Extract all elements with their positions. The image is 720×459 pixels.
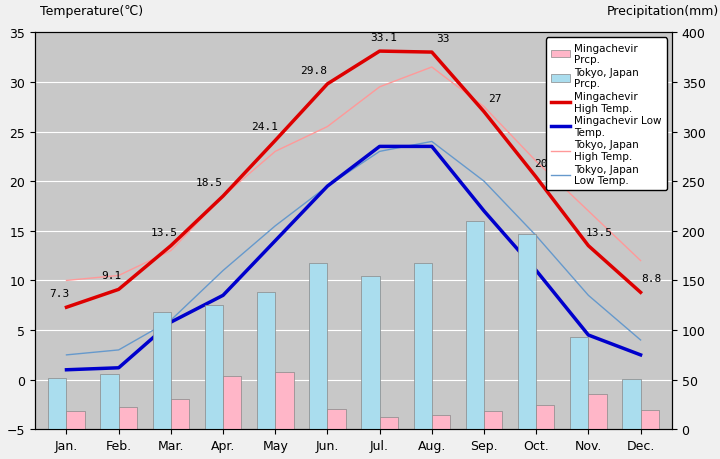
Bar — [171, 399, 189, 430]
Bar — [518, 234, 536, 430]
Bar — [536, 405, 554, 430]
Bar — [466, 221, 484, 430]
Text: 27: 27 — [488, 93, 502, 103]
Bar — [100, 374, 119, 430]
Bar — [153, 313, 171, 430]
Bar — [48, 378, 66, 430]
Text: 13.5: 13.5 — [150, 227, 177, 237]
Text: Precipitation(mm): Precipitation(mm) — [607, 6, 719, 18]
Text: 18.5: 18.5 — [196, 178, 222, 188]
Bar — [275, 372, 294, 430]
Bar — [204, 306, 223, 430]
Bar — [588, 394, 607, 430]
Bar — [119, 408, 137, 430]
Bar — [484, 412, 503, 430]
Bar — [328, 409, 346, 430]
Bar — [570, 337, 588, 430]
Text: 9.1: 9.1 — [102, 271, 122, 280]
Text: 33.1: 33.1 — [370, 33, 397, 43]
Bar — [66, 412, 85, 430]
Text: 8.8: 8.8 — [642, 274, 662, 284]
Bar — [361, 277, 379, 430]
Text: 33: 33 — [436, 34, 450, 44]
Text: 20.4: 20.4 — [534, 159, 561, 169]
Bar — [641, 411, 659, 430]
Bar — [432, 415, 450, 430]
Bar — [223, 376, 241, 430]
Bar — [379, 418, 398, 430]
Text: 29.8: 29.8 — [300, 66, 327, 76]
Text: 24.1: 24.1 — [251, 122, 278, 132]
Text: 13.5: 13.5 — [586, 227, 613, 237]
Bar — [622, 379, 641, 430]
Bar — [309, 263, 328, 430]
Bar — [257, 293, 275, 430]
Text: 7.3: 7.3 — [50, 289, 70, 298]
Text: Temperature(℃): Temperature(℃) — [40, 6, 143, 18]
Bar — [413, 263, 432, 430]
Legend: Mingachevir
Prcp., Tokyo, Japan
Prcp., Mingachevir
High Temp., Mingachevir Low
T: Mingachevir Prcp., Tokyo, Japan Prcp., M… — [546, 39, 667, 191]
